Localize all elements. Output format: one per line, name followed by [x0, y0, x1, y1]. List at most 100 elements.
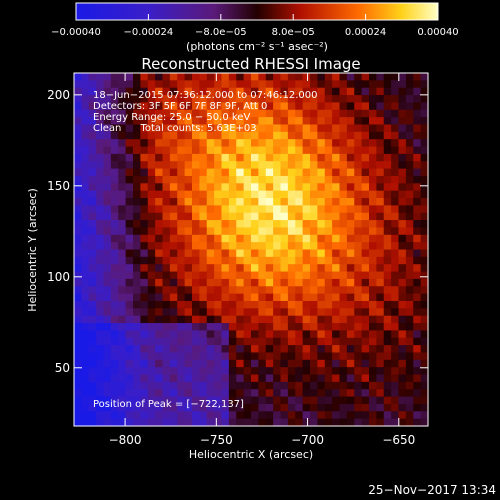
heatmap-cell — [265, 124, 274, 133]
heatmap-cell — [103, 411, 112, 420]
heatmap-cell — [324, 205, 333, 214]
heatmap-cell — [265, 278, 274, 287]
heatmap-cell — [147, 168, 156, 177]
heatmap-cell — [243, 345, 252, 354]
heatmap-cell — [251, 73, 259, 81]
heatmap-cell — [310, 308, 318, 317]
heatmap-cell — [302, 264, 311, 273]
heatmap-cell — [346, 87, 355, 96]
heatmap-cell — [310, 198, 318, 206]
heatmap-cell — [383, 146, 392, 155]
heatmap-cell — [413, 146, 422, 155]
heatmap-cell — [310, 300, 318, 309]
heatmap-cell — [346, 411, 355, 420]
heatmap-cell — [81, 190, 90, 199]
heatmap-cell — [361, 264, 370, 273]
heatmap-cell — [125, 271, 134, 280]
heatmap-cell — [332, 139, 341, 148]
heatmap-cell — [295, 264, 304, 273]
heatmap-cell — [147, 315, 156, 324]
heatmap-cell — [251, 293, 259, 302]
heatmap-cell — [118, 73, 127, 81]
heatmap-cell — [420, 403, 429, 412]
heatmap-cell — [265, 330, 274, 339]
heatmap-cell — [420, 389, 429, 398]
heatmap-cell — [339, 256, 348, 265]
heatmap-cell — [354, 315, 363, 324]
heatmap-cell — [251, 109, 259, 118]
heatmap-cell — [155, 220, 164, 229]
heatmap-cell — [74, 286, 82, 295]
heatmap-cell — [391, 220, 400, 229]
heatmap-cell — [199, 330, 208, 339]
heatmap-cell — [155, 153, 164, 162]
heatmap-cell — [199, 80, 208, 89]
heatmap-cell — [405, 109, 414, 118]
heatmap-cell — [243, 367, 252, 376]
heatmap-cell — [177, 220, 186, 229]
heatmap-cell — [310, 345, 318, 354]
heatmap-cell — [295, 293, 304, 302]
heatmap-cell — [265, 161, 274, 170]
heatmap-cell — [206, 198, 215, 206]
heatmap-cell — [206, 345, 215, 354]
heatmap-cell — [383, 124, 392, 133]
heatmap-cell — [317, 205, 326, 214]
heatmap-cell — [405, 139, 414, 148]
heatmap-cell — [110, 131, 119, 140]
heatmap-cell — [273, 175, 282, 184]
heatmap-cell — [103, 73, 112, 81]
heatmap-cell — [265, 131, 274, 140]
heatmap-cell — [310, 131, 318, 140]
heatmap-cell — [332, 131, 341, 140]
heatmap-cell — [258, 345, 267, 354]
heatmap-cell — [354, 359, 363, 368]
heatmap-cell — [310, 293, 318, 302]
heatmap-cell — [206, 161, 215, 170]
heatmap-cell — [310, 95, 318, 104]
heatmap-cell — [110, 330, 119, 339]
heatmap-cell — [273, 381, 282, 390]
heatmap-cell — [405, 227, 414, 236]
heatmap-cell — [420, 95, 429, 104]
heatmap-cell — [140, 153, 149, 162]
heatmap-cell — [265, 374, 274, 383]
heatmap-cell — [339, 153, 348, 162]
heatmap-cell — [110, 367, 119, 376]
heatmap-cell — [310, 403, 318, 412]
heatmap-cell — [391, 249, 400, 258]
heatmap-cell — [177, 87, 186, 96]
heatmap-cell — [81, 374, 90, 383]
heatmap-cell — [258, 205, 267, 214]
heatmap-cell — [199, 212, 208, 221]
heatmap-cell — [74, 389, 82, 398]
heatmap-cell — [243, 381, 252, 390]
heatmap-cell — [133, 131, 141, 140]
heatmap-cell — [251, 124, 259, 133]
colorbar-unit-label: (photons cm⁻² s⁻¹ asec⁻²) — [186, 40, 328, 53]
heatmap-cell — [391, 124, 400, 133]
heatmap-cell — [324, 337, 333, 346]
heatmap-cell — [177, 256, 186, 265]
heatmap-cell — [199, 153, 208, 162]
heatmap-cell — [354, 161, 363, 170]
heatmap-cell — [206, 403, 215, 412]
heatmap-cell — [103, 264, 112, 273]
heatmap-cell — [155, 323, 164, 331]
heatmap-cell — [192, 124, 200, 133]
heatmap-cell — [295, 117, 304, 126]
heatmap-cell — [110, 161, 119, 170]
heatmap-cell — [310, 124, 318, 133]
heatmap-cell — [361, 389, 370, 398]
heatmap-cell — [420, 161, 429, 170]
heatmap-cell — [405, 249, 414, 258]
heatmap-cell — [354, 396, 363, 405]
heatmap-cell — [383, 264, 392, 273]
heatmap-cell — [118, 367, 127, 376]
heatmap-cell — [96, 102, 105, 111]
heatmap-cell — [302, 102, 311, 111]
heatmap-cell — [420, 175, 429, 184]
heatmap-cell — [295, 315, 304, 324]
heatmap-cell — [199, 381, 208, 390]
heatmap-cell — [81, 264, 90, 273]
